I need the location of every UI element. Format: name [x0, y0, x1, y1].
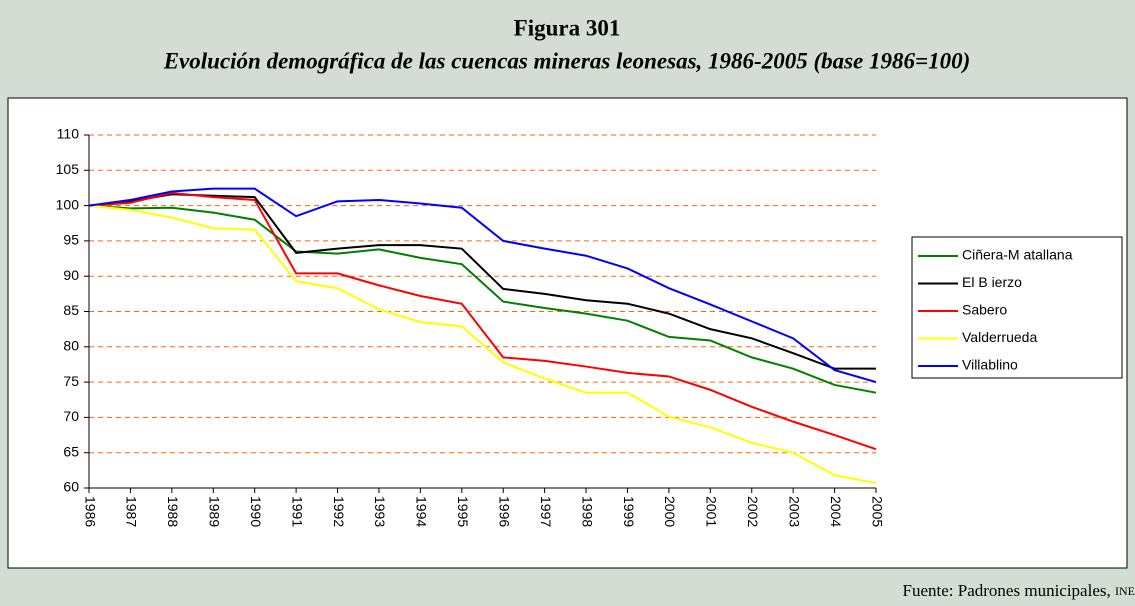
y-tick-label: 65 [63, 443, 79, 459]
x-tick-label: 1998 [579, 496, 595, 527]
legend-label: Ciñera-M atallana [962, 247, 1073, 263]
legend-box [911, 236, 1123, 379]
x-tick-label: 1988 [165, 496, 181, 527]
legend-label: El B ierzo [962, 274, 1022, 290]
series-line [88, 187, 877, 384]
chart-title: Figura 301 [514, 15, 621, 40]
legend-label: Villablino [962, 357, 1018, 373]
y-tick-label: 70 [63, 408, 79, 424]
series-line [88, 193, 876, 370]
series-line [88, 204, 877, 394]
x-tick-label: 2005 [869, 496, 885, 527]
x-tick-label: 1986 [82, 496, 98, 527]
x-tick-label: 1999 [621, 496, 637, 527]
x-tick-label: 1991 [289, 496, 305, 527]
source-text: Fuente: Padrones municipales, [903, 581, 1111, 600]
x-tick-label: 2002 [745, 496, 761, 527]
y-tick-label: 75 [63, 373, 79, 389]
x-tick-label: 1993 [372, 496, 388, 527]
x-tick-label: 1995 [455, 496, 471, 527]
series-line [88, 204, 877, 485]
x-tick-label: 1989 [207, 496, 223, 527]
x-tick-label: 1996 [497, 496, 513, 527]
x-tick-label: 1992 [331, 496, 347, 527]
legend-label: Sabero [962, 302, 1007, 318]
y-tick-label: 90 [63, 267, 79, 283]
x-tick-label: 1997 [538, 496, 554, 527]
x-tick-label: 2004 [828, 496, 844, 527]
x-tick-label: 1987 [124, 496, 140, 527]
x-tick-label: 1994 [414, 496, 430, 527]
source-org: INE [1115, 584, 1135, 598]
y-tick-label: 80 [63, 338, 79, 354]
y-tick-label: 100 [56, 196, 80, 212]
y-tick-label: 105 [56, 161, 80, 177]
chart-subtitle: Evolución demográfica de las cuencas min… [163, 48, 971, 73]
source-note: Fuente: Padrones municipales, INE [903, 581, 1135, 600]
y-tick-label: 85 [63, 302, 79, 318]
y-tick-label: 95 [63, 232, 79, 248]
x-tick-label: 2003 [786, 496, 802, 527]
legend-label: Valderrueda [962, 329, 1037, 345]
x-tick-label: 1990 [248, 496, 264, 527]
y-tick-label: 60 [63, 479, 79, 495]
x-tick-label: 2001 [704, 496, 720, 527]
series-line [88, 191, 877, 451]
y-tick-label: 110 [57, 126, 80, 142]
x-tick-label: 2000 [662, 496, 678, 527]
